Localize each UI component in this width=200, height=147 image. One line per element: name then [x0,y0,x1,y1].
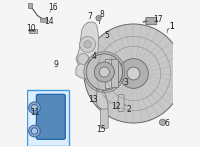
Text: 17: 17 [153,15,163,24]
Text: 11: 11 [30,108,40,117]
Text: 2: 2 [126,105,131,114]
Circle shape [33,30,35,32]
Circle shape [84,24,183,123]
FancyBboxPatch shape [111,59,118,87]
FancyBboxPatch shape [28,3,32,7]
Circle shape [119,59,148,88]
FancyBboxPatch shape [146,17,157,25]
FancyBboxPatch shape [29,29,37,33]
Text: 7: 7 [87,12,92,21]
FancyBboxPatch shape [105,59,112,88]
Polygon shape [96,90,108,110]
FancyBboxPatch shape [41,18,47,22]
Circle shape [78,53,89,65]
Text: 14: 14 [44,17,54,26]
Circle shape [159,119,166,126]
FancyBboxPatch shape [36,94,65,139]
Circle shape [29,125,40,137]
FancyBboxPatch shape [101,109,108,128]
Text: 1: 1 [169,22,174,31]
Circle shape [30,30,32,32]
Text: 16: 16 [48,4,58,12]
FancyBboxPatch shape [118,95,124,111]
Circle shape [80,36,96,52]
Text: 6: 6 [165,119,169,128]
Text: 4: 4 [92,52,97,61]
Text: 12: 12 [111,102,121,111]
Circle shape [86,54,123,90]
Circle shape [84,41,91,48]
Circle shape [94,62,114,82]
Text: 1: 1 [169,22,174,31]
FancyBboxPatch shape [27,90,69,146]
Text: 10: 10 [26,24,36,33]
Circle shape [96,16,101,21]
Circle shape [127,67,140,80]
Text: 5: 5 [104,31,109,40]
Polygon shape [76,22,99,68]
Polygon shape [76,63,99,79]
Text: 15: 15 [97,125,106,134]
Circle shape [31,105,38,111]
FancyBboxPatch shape [96,57,106,90]
Polygon shape [77,57,93,68]
Text: 3: 3 [124,78,129,87]
Circle shape [31,128,38,134]
Circle shape [99,67,109,77]
Circle shape [29,102,40,113]
Text: 13: 13 [89,95,98,104]
Text: 8: 8 [99,10,104,19]
Text: 9: 9 [53,60,58,69]
